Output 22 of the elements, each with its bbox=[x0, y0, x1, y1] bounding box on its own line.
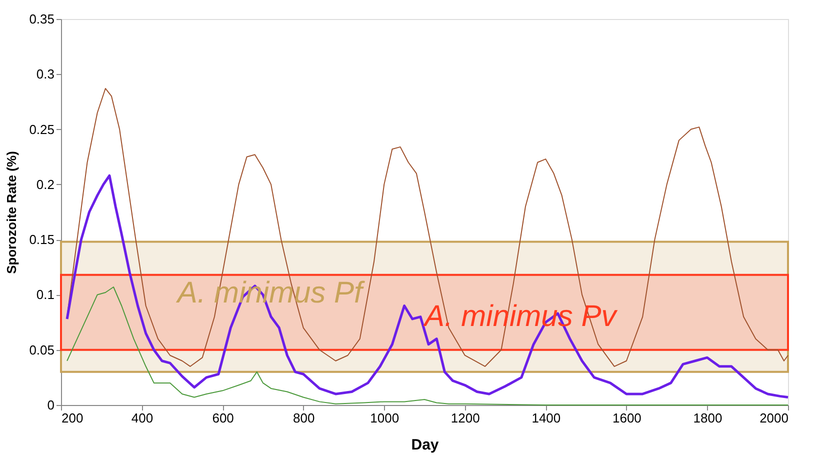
x-axis-title: Day bbox=[411, 436, 440, 454]
y-tick-label: 0.25 bbox=[29, 122, 54, 137]
y-tick-label: 0.2 bbox=[36, 176, 54, 192]
x-tick-label: 200 bbox=[62, 410, 84, 426]
y-tick-label: 0.3 bbox=[36, 66, 54, 82]
y-tick-label: 0.35 bbox=[29, 12, 54, 26]
x-tick-label: 1200 bbox=[450, 410, 480, 426]
y-tick-label: 0 bbox=[47, 398, 54, 412]
y-tick-label: 0.15 bbox=[29, 232, 54, 248]
x-tick-label: 800 bbox=[292, 410, 315, 426]
x-tick-label: 1800 bbox=[693, 410, 722, 426]
line-series bbox=[66, 88, 788, 367]
x-tick-label: 1400 bbox=[532, 410, 561, 426]
x-tick-label: 600 bbox=[212, 410, 234, 426]
x-tick-label: 400 bbox=[131, 410, 154, 426]
x-tick-label: 2000 bbox=[760, 410, 788, 426]
x-tick-label: 1000 bbox=[370, 410, 400, 426]
x-tick-label: 1600 bbox=[612, 410, 642, 426]
y-axis-title: Sporozoite Rate (%) bbox=[4, 151, 20, 274]
y-tick-label: 0.1 bbox=[36, 287, 54, 302]
line-series bbox=[66, 174, 790, 399]
y-tick-label: 0.05 bbox=[29, 342, 54, 358]
